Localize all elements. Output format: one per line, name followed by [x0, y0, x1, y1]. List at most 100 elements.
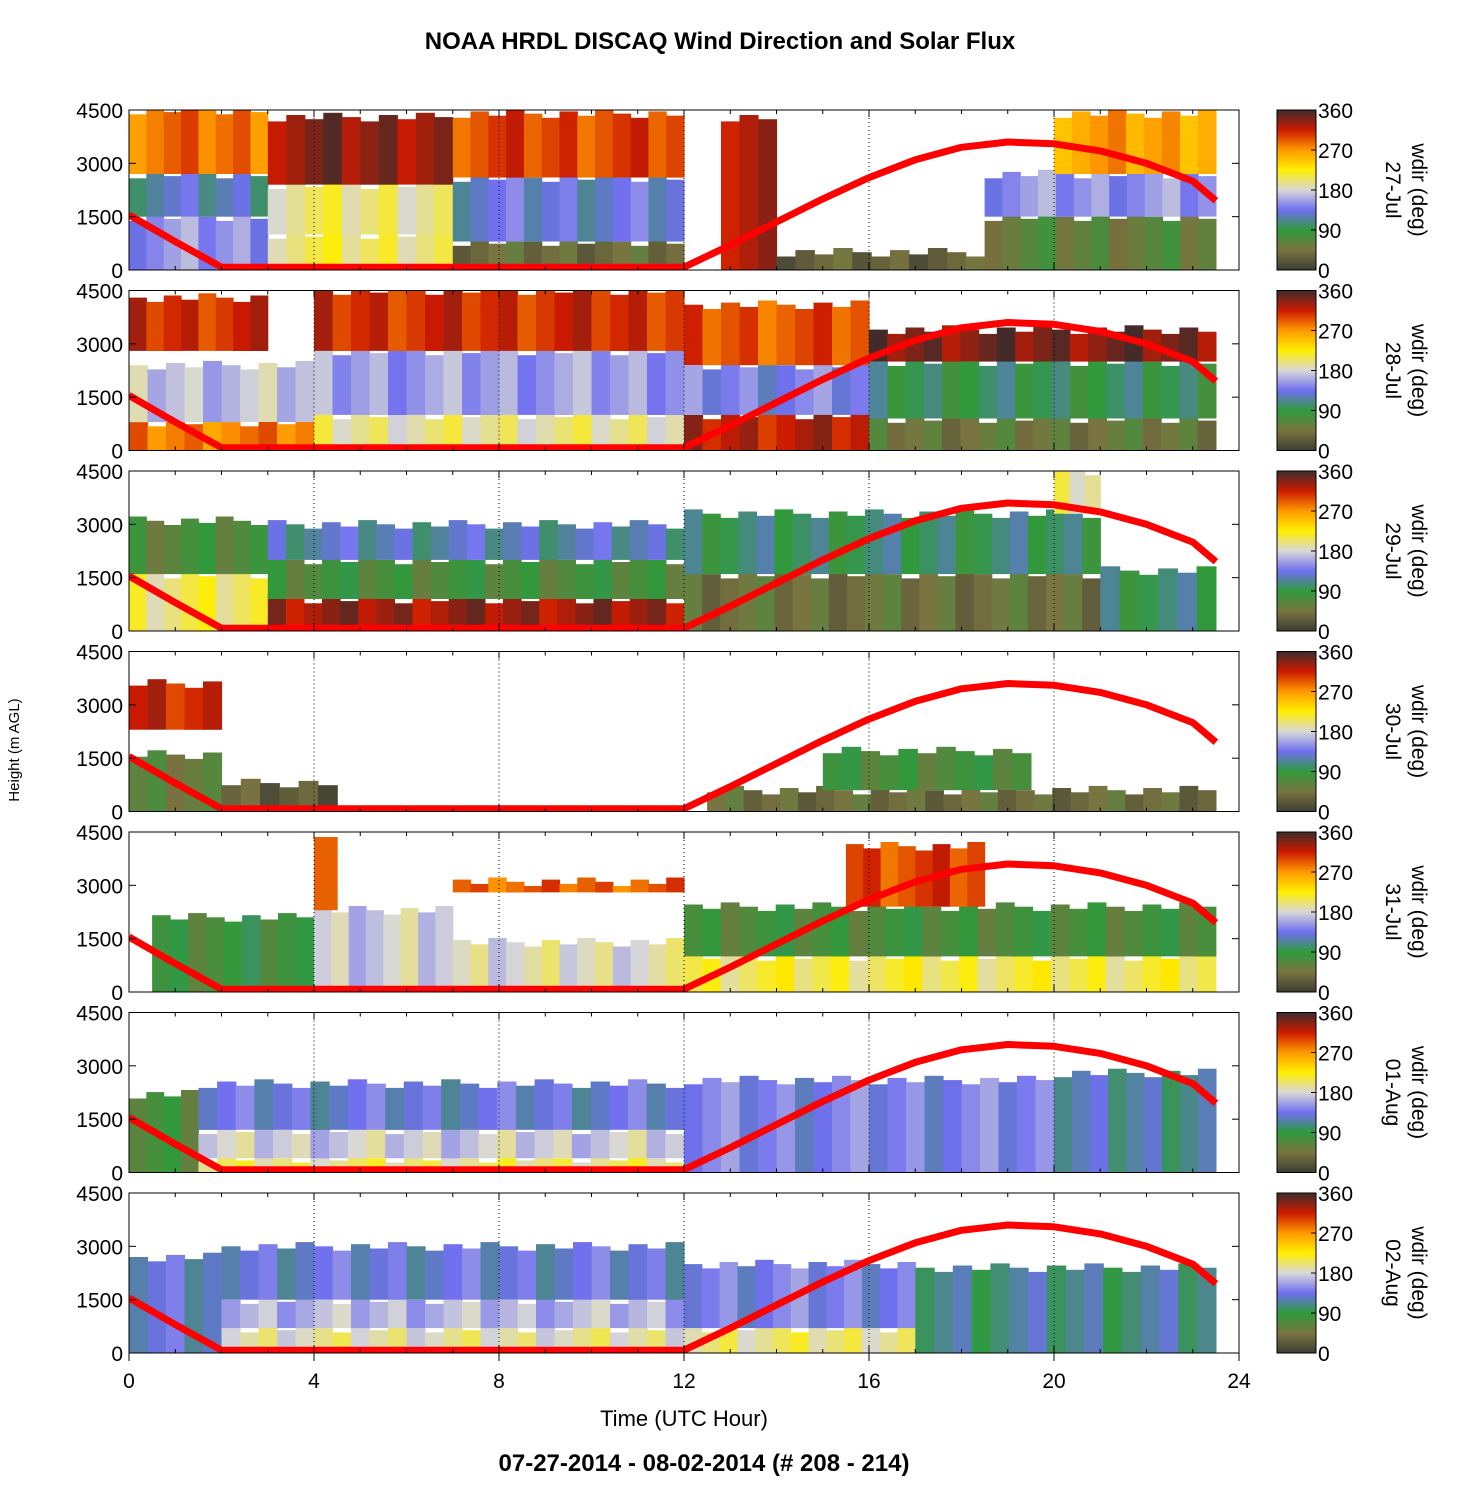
- heatmap-cell: [503, 596, 522, 631]
- heatmap-cell: [792, 513, 812, 575]
- heatmap-cell: [258, 1297, 278, 1329]
- heatmap-cell: [628, 412, 648, 451]
- heatmap-cell: [666, 179, 685, 242]
- heatmap-cell: [1051, 329, 1071, 362]
- heatmap-cell: [267, 121, 287, 185]
- heatmap-cell: [573, 1295, 593, 1329]
- colorbar-tick-label: 0: [1318, 982, 1330, 1005]
- heatmap-cell: [1197, 110, 1217, 174]
- heatmap-cell: [832, 1075, 852, 1173]
- heatmap-cell: [1055, 174, 1075, 217]
- heatmap-cell: [484, 528, 504, 560]
- heatmap-cell: [971, 1269, 991, 1353]
- colorbar-tick-label: 270: [1318, 501, 1353, 524]
- colorbar-tick-label: 360: [1318, 100, 1353, 123]
- heatmap-cell: [757, 960, 777, 992]
- heatmap-cell: [1158, 568, 1178, 631]
- heatmap-cell: [443, 290, 463, 351]
- heatmap-cell: [412, 557, 432, 599]
- heatmap-cell: [412, 522, 432, 560]
- heatmap-cell: [1121, 1271, 1142, 1353]
- heatmap-cell: [536, 412, 556, 451]
- colorbar-tick-label: 90: [1318, 1123, 1341, 1146]
- heatmap-cell: [1020, 176, 1039, 217]
- y-tick-label: 3000: [76, 875, 123, 898]
- heatmap-cell: [443, 1326, 463, 1353]
- heatmap-cell: [883, 574, 902, 631]
- heatmap-cells: [129, 471, 1217, 631]
- x-axis: 0 4 8 12 16 20 24: [123, 1353, 1251, 1393]
- y-tick-label: 4500: [76, 100, 123, 123]
- heatmap-cell: [1124, 414, 1144, 451]
- heatmap-cell: [739, 115, 759, 270]
- heatmap-cell: [1033, 414, 1053, 451]
- colorbar-label: wdir (deg): [1407, 323, 1430, 417]
- heatmap-cell: [1091, 171, 1110, 217]
- heatmap-cell: [647, 292, 667, 351]
- heatmap-cell: [388, 1323, 408, 1353]
- colorbar: 0 90 180 270 360 wdir (deg)28-Jul: [1276, 281, 1430, 464]
- heatmap-cell: [221, 365, 241, 423]
- heatmap-cell: [181, 110, 199, 174]
- heatmap-cell: [830, 906, 850, 957]
- heatmap-cell: [376, 524, 395, 560]
- heatmap-cell: [1177, 572, 1198, 631]
- heatmap-cell: [922, 906, 942, 957]
- heatmap-cell: [867, 954, 887, 992]
- heatmap-cell: [341, 234, 361, 270]
- heatmap-cell: [833, 248, 853, 270]
- heatmap-cell: [360, 238, 380, 270]
- heatmap-cell: [480, 1323, 500, 1353]
- heatmap-cell: [934, 1271, 954, 1353]
- heatmap-cell: [506, 110, 525, 178]
- heatmap-cell: [646, 1129, 666, 1159]
- heatmap-cell: [1033, 325, 1053, 362]
- heatmap-cell: [832, 306, 852, 366]
- heatmap-cell: [295, 1323, 315, 1353]
- heatmap-cell: [295, 1242, 315, 1300]
- heatmap-cell: [575, 603, 595, 631]
- heatmap-cells: [129, 110, 1217, 270]
- heatmap-cell: [940, 960, 960, 992]
- heatmap-cell: [666, 115, 685, 178]
- heatmap-cell: [628, 1125, 648, 1159]
- heatmap-cell: [720, 517, 739, 575]
- y-tick-label: 4500: [76, 461, 123, 484]
- colorbar-gradient: [1276, 109, 1317, 271]
- heatmap-cells: [129, 1068, 1217, 1173]
- heatmap-cell: [739, 906, 758, 957]
- heatmap-cell: [415, 230, 435, 270]
- chart-subtitle: 07-27-2014 - 08-02-2014 (# 208 - 214): [499, 1450, 910, 1477]
- heatmap-cell: [170, 919, 189, 992]
- panel-02-aug: 0 1500 3000 4500 0 90 180 270 360 wdir (deg)02-Au…: [76, 1183, 1430, 1366]
- heatmap-cell: [448, 594, 468, 631]
- heatmap-cell: [684, 509, 703, 575]
- heatmap-cell: [267, 520, 287, 560]
- heatmap-cell: [923, 420, 943, 451]
- heatmap-cell: [870, 788, 890, 812]
- heatmap-cell: [235, 1132, 255, 1159]
- colorbar-tick-label: 270: [1318, 321, 1353, 344]
- panel-date-label: 31-Jul: [1381, 883, 1404, 940]
- heatmap-cell: [1028, 1271, 1048, 1353]
- heatmap-cell: [1055, 216, 1075, 270]
- heatmap-cell: [217, 1127, 237, 1159]
- panel-31-jul: 0 1500 3000 4500 0 90 180 270 360 wdir (deg)31-Ju…: [76, 822, 1430, 1005]
- heatmap-cell: [541, 181, 561, 242]
- heatmap-cell: [721, 121, 741, 270]
- heatmap-cell: [260, 783, 280, 812]
- heatmap-cell: [1065, 1269, 1085, 1353]
- heatmap-cell: [215, 220, 234, 270]
- heatmap-cell: [725, 785, 745, 812]
- heatmap-cell: [1179, 902, 1199, 957]
- heatmap-cell: [1140, 1265, 1161, 1353]
- heatmap-cell: [369, 1301, 389, 1329]
- heatmap-cell: [146, 171, 165, 217]
- heatmap-cell: [1051, 418, 1071, 451]
- heatmap-cell: [296, 917, 315, 992]
- heatmap-cell: [1087, 902, 1107, 957]
- heatmap-cell: [684, 904, 703, 957]
- heatmap-cell: [852, 794, 872, 812]
- heatmap-cell: [978, 333, 998, 362]
- heatmap-cell: [163, 176, 182, 217]
